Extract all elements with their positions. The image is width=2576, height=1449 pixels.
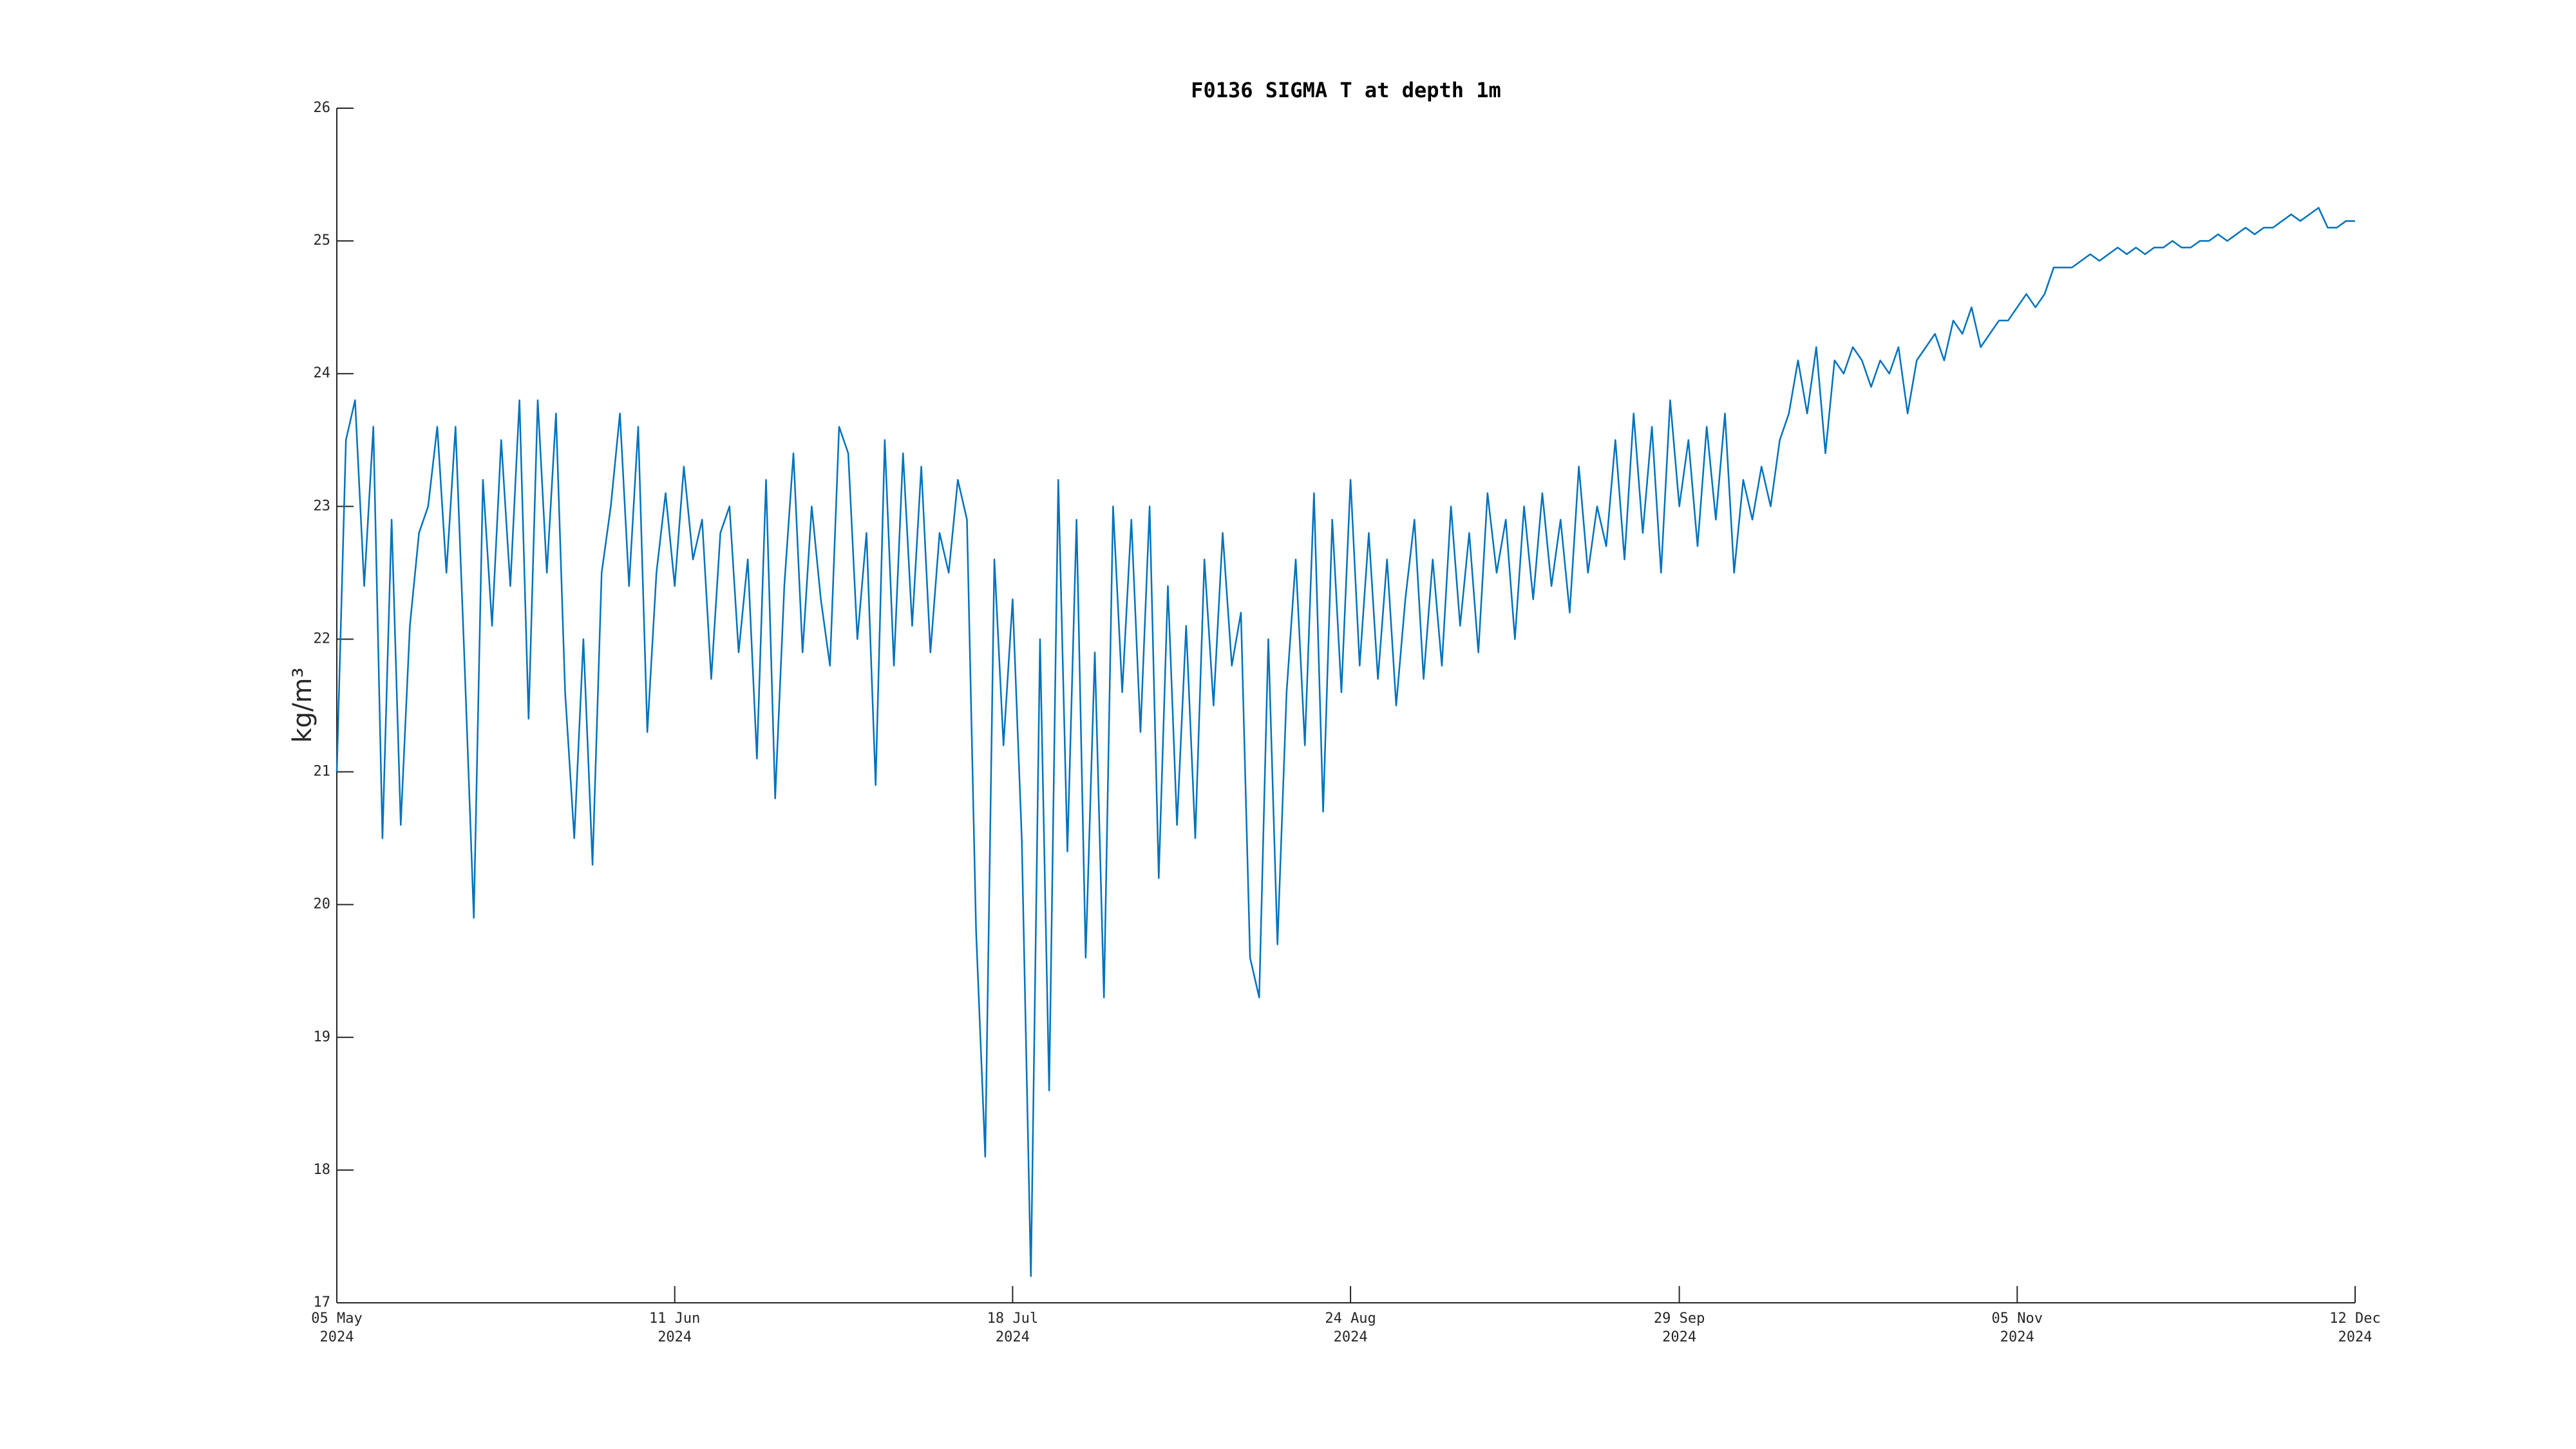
- y-axis-label: kg/m³: [288, 667, 317, 743]
- y-tick-label: 18: [314, 1162, 331, 1178]
- y-tick-label: 17: [314, 1294, 331, 1311]
- x-tick-label: 05 May 2024: [311, 1311, 363, 1345]
- y-tick-label: 21: [314, 764, 331, 780]
- y-tick-label: 20: [314, 896, 331, 913]
- x-tick-label: 18 Jul 2024: [987, 1311, 1039, 1345]
- x-tick-label: 05 Nov 2024: [1991, 1311, 2043, 1345]
- x-tick-label: 12 Dec 2024: [2329, 1311, 2381, 1345]
- y-tick-label: 22: [314, 630, 331, 647]
- x-tick-label: 11 Jun 2024: [649, 1311, 701, 1345]
- y-tick-label: 19: [314, 1029, 331, 1045]
- chart-title: F0136 SIGMA T at depth 1m: [1191, 78, 1501, 102]
- y-tick-label: 26: [314, 100, 331, 116]
- x-tick-label: 29 Sep 2024: [1653, 1311, 1705, 1345]
- data-line: [336, 207, 2355, 1278]
- y-tick-label: 23: [314, 498, 331, 514]
- x-tick-label: 24 Aug 2024: [1325, 1311, 1376, 1345]
- y-tick-label: 25: [314, 232, 331, 249]
- y-tick-label: 24: [314, 365, 331, 381]
